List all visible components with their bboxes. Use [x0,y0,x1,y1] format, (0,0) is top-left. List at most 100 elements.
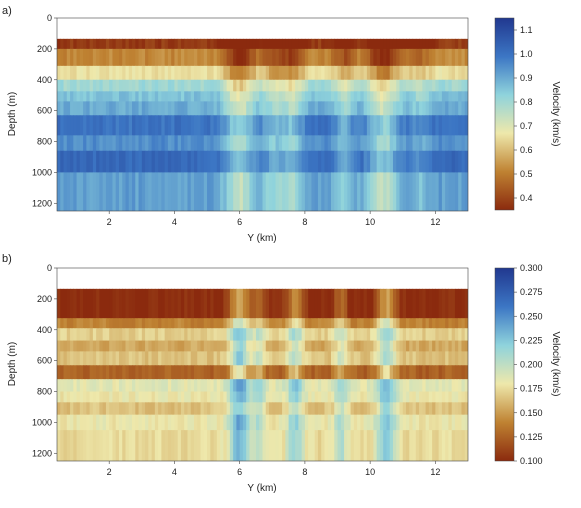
heatmap-cell [278,115,283,136]
heatmap-cell [344,430,348,461]
heatmap-cell [265,351,270,366]
heatmap-cell [190,115,195,136]
heatmap-cell [334,101,339,116]
heatmap-cell [171,101,176,116]
heatmap-cell [357,91,361,102]
heatmap-cell [461,328,466,342]
heatmap-cell [66,65,71,81]
heatmap-cell [285,48,290,67]
heatmap-cell [125,79,130,92]
heatmap-cell [438,79,443,92]
heatmap-cell [76,379,81,393]
heatmap-cell [73,38,78,50]
heatmap-cell [226,65,231,81]
y-tick-label: 600 [37,356,52,366]
heatmap-cell [360,288,365,319]
heatmap-cell [236,402,241,416]
heatmap-cell [236,38,241,50]
heatmap-cell [464,391,468,403]
heatmap-cell [458,135,463,152]
heatmap-cell [99,365,104,380]
heatmap-cell [262,115,267,136]
y-axis-label-b: Depth (m) [7,342,18,386]
heatmap-cell [386,135,391,152]
heatmap-cell [285,79,290,92]
heatmap-cell [308,340,313,352]
heatmap-cell [128,38,133,50]
heatmap-cell [340,91,345,102]
heatmap-cell [112,48,117,67]
heatmap-cell [190,340,195,352]
heatmap-cell [92,79,97,92]
heatmap-cell [298,101,303,116]
colorbar-tick-label: 0.175 [520,384,543,394]
heatmap-cell [184,379,189,393]
heatmap-cell [194,414,198,431]
heatmap-cell [259,79,264,92]
y-tick-label: 0 [47,13,52,23]
heatmap-cell [373,150,378,173]
heatmap-cell [461,414,466,431]
heatmap-cell [96,430,100,461]
heatmap-cell [83,379,87,393]
heatmap-cell [99,391,104,403]
heatmap-cell [278,38,283,50]
heatmap-cell [187,379,192,393]
heatmap-cell [451,351,456,366]
heatmap-cell [324,101,329,116]
heatmap-cell [132,288,136,319]
heatmap-cell [109,328,114,342]
heatmap-cell [236,48,241,67]
heatmap-cell [73,391,78,403]
heatmap-cell [428,65,433,81]
heatmap-cell [357,365,361,380]
heatmap-cell [340,351,345,366]
heatmap-cell [432,430,436,461]
heatmap-cell [399,365,404,380]
heatmap-cell [66,48,71,67]
heatmap-cell [83,91,87,102]
heatmap-cell [200,38,205,50]
heatmap-cell [213,101,218,116]
heatmap-cell [184,351,189,366]
heatmap-cell [171,318,176,329]
heatmap-cell [383,351,388,366]
heatmap-cell [171,150,176,173]
heatmap-cell [92,135,97,152]
heatmap-cell [145,414,149,431]
heatmap-cell [86,402,91,416]
heatmap-cell [353,351,358,366]
heatmap-cell [425,365,430,380]
heatmap-cell [350,79,355,92]
heatmap-cell [288,430,293,461]
heatmap-cell [220,288,224,319]
heatmap-cell [278,430,283,461]
heatmap-cell [197,65,202,81]
heatmap-cell [210,318,215,329]
heatmap-cell [96,288,100,319]
heatmap-cell [419,365,423,380]
heatmap-cell [317,115,322,136]
heatmap-cell [86,414,91,431]
heatmap-cell [262,48,267,67]
heatmap-cell [158,414,162,431]
heatmap-cell [265,38,270,50]
heatmap-cell [331,391,335,403]
heatmap-cell [392,150,397,173]
heatmap-cell [109,391,114,403]
heatmap-cell [458,430,463,461]
heatmap-cell [115,379,120,393]
heatmap-cell [331,340,335,352]
heatmap-cell [363,328,368,342]
heatmap-cell [252,351,257,366]
heatmap-cell [409,48,414,67]
heatmap-cell [158,101,162,116]
heatmap-cell [347,101,352,116]
heatmap-cell [392,101,397,116]
colorbar-tick-label: 0.4 [520,193,533,203]
heatmap-cell [357,351,361,366]
heatmap-cell [344,38,348,50]
heatmap-cell [301,430,306,461]
heatmap-cell [86,391,91,403]
